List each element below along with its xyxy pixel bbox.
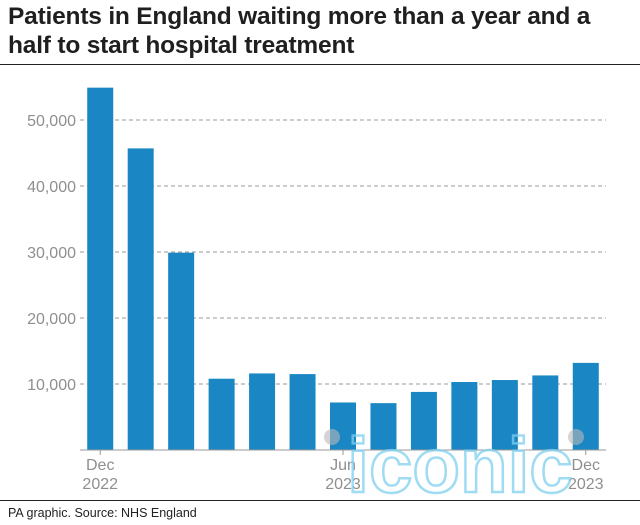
bar (87, 87, 114, 450)
bar (289, 374, 316, 450)
footer-divider (0, 500, 640, 501)
gridlines (80, 119, 606, 385)
x-tick-label: Jun (330, 457, 356, 474)
y-tick-label: 10,000 (27, 377, 76, 394)
watermark-text: iconic (347, 421, 572, 500)
chart-title: Patients in England waiting more than a … (8, 3, 591, 59)
y-axis-ticks: 10,000 20,000 30,000 40,000 50,000 (27, 113, 76, 394)
bar (208, 378, 235, 450)
x-tick-label: Dec (86, 457, 114, 474)
y-tick-label: 30,000 (27, 245, 76, 262)
bar (451, 382, 478, 450)
y-tick-label: 50,000 (27, 113, 76, 130)
x-tick-label: Dec (572, 457, 600, 474)
source-note: PA graphic. Source: NHS England (8, 506, 197, 520)
bar (168, 252, 195, 450)
y-tick-label: 40,000 (27, 179, 76, 196)
bar-chart: 10,000 20,000 30,000 40,000 50,000 Dec 2022 Ju… (27, 87, 606, 500)
x-tick-label: 2023 (325, 476, 361, 493)
watermark-dot (568, 429, 584, 445)
y-tick-label: 20,000 (27, 311, 76, 328)
watermark: iconic (324, 420, 584, 500)
bar (370, 403, 397, 450)
x-tick-label: 2023 (568, 476, 604, 493)
bars (87, 87, 599, 450)
watermark-dot (324, 429, 340, 445)
x-tick-label: 2022 (82, 476, 118, 493)
bar (249, 373, 276, 450)
x-axis-ticks: Dec 2022 Jun 2023 Dec 2023 (82, 450, 604, 493)
title-divider (0, 64, 640, 65)
bar (410, 391, 437, 450)
bar (491, 380, 518, 450)
bar (127, 148, 154, 450)
bar (532, 375, 559, 450)
